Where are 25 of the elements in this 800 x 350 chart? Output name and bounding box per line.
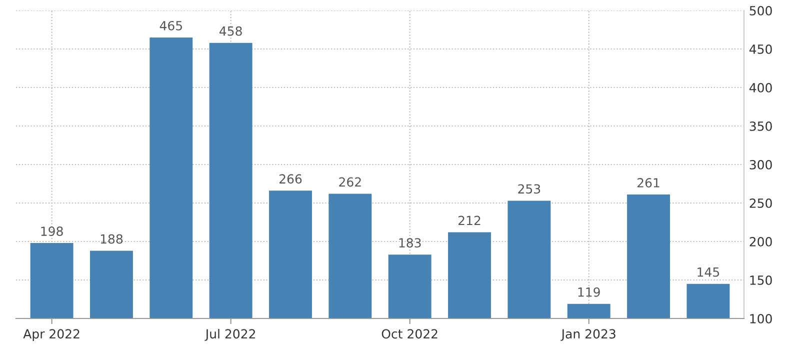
y-tick-label: 250 [750, 198, 772, 208]
data-label: 188 [100, 234, 123, 244]
x-tick-label: Oct 2022 [382, 329, 438, 339]
x-tick-label: Apr 2022 [23, 329, 80, 342]
data-label: 212 [458, 216, 480, 226]
y-tick-label: 450 [749, 44, 772, 54]
data-label: 261 [638, 178, 660, 188]
data-label: 458 [220, 26, 242, 36]
data-label: 262 [339, 177, 361, 187]
data-label: 253 [518, 184, 540, 194]
data-label: 145 [698, 268, 720, 277]
y-tick-label: 100 [750, 314, 772, 324]
data-label: 266 [279, 174, 302, 184]
x-tick-label: Jul 2022 [204, 328, 255, 341]
y-tick-label: 500 [750, 6, 772, 16]
data-label: 198 [41, 226, 63, 236]
y-tick-label: 150 [750, 275, 772, 285]
y-tick-label: 350 [750, 121, 772, 131]
y-tick-label: 300 [750, 160, 772, 170]
data-label: 119 [578, 287, 600, 297]
data-label: 465 [160, 20, 182, 30]
x-tick-label: Jan 2023 [560, 329, 616, 341]
data-label: 183 [399, 238, 421, 248]
y-tick-label: 400 [749, 82, 772, 92]
y-tick-label: 200 [750, 236, 772, 246]
